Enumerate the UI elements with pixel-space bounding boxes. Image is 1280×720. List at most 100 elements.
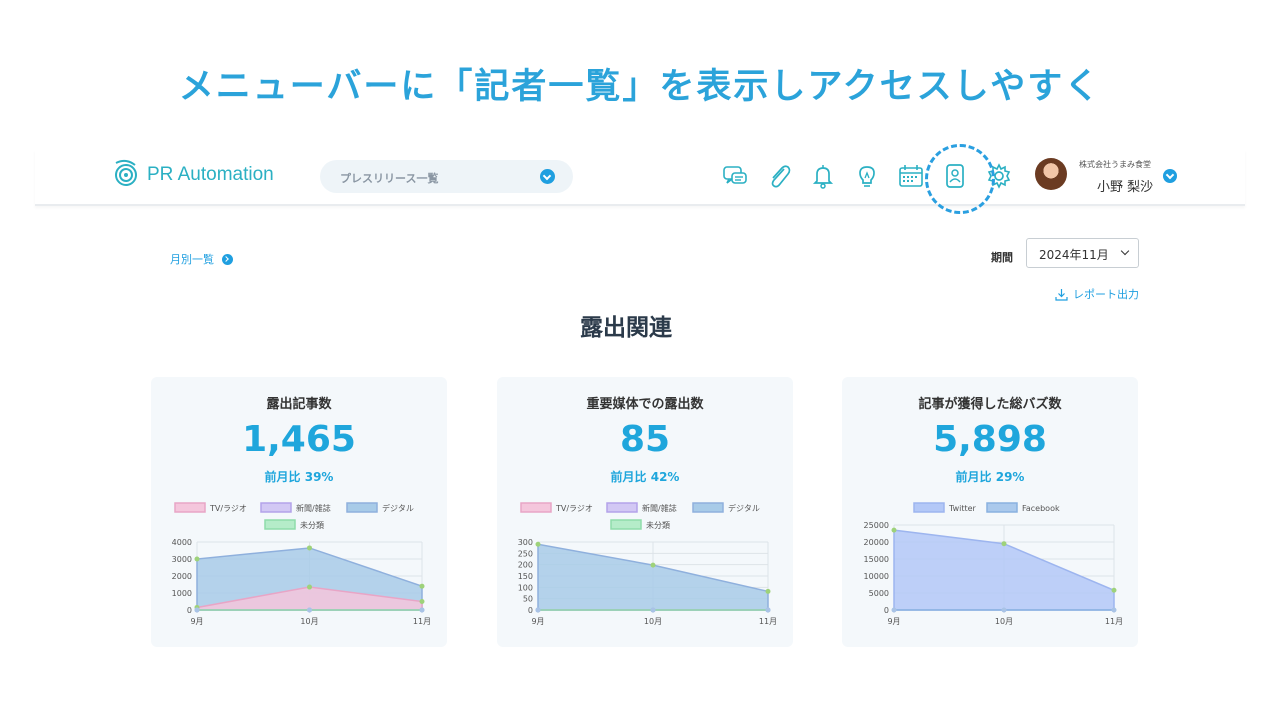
data-point: [1001, 541, 1007, 547]
card-value: 1,465: [242, 419, 356, 460]
exposure-articles-card: 露出記事数 1,465 前月比 39% TV/ラジオ 新聞/雑誌 デジタル未分類 0 1…: [151, 377, 447, 647]
card-value: 85: [619, 419, 671, 460]
y-tick-label: 4000: [172, 538, 192, 547]
legend-label: 新聞/雑誌: [642, 503, 677, 513]
data-point: [194, 607, 200, 613]
headline: メニューバーに「記者一覧」を表示しアクセスしやすく: [178, 67, 1102, 107]
x-tick-label: 11月: [1105, 617, 1123, 626]
period-select[interactable]: 2024年11月: [1026, 238, 1139, 268]
data-point: [765, 607, 771, 613]
top-navigation-bar: PR Automation プレスリリース一覧: [35, 144, 1245, 214]
legend-swatch: [986, 502, 1018, 513]
legend-swatch: [610, 519, 642, 530]
legend-label: Twitter: [948, 504, 977, 513]
legend-label: 未分類: [646, 520, 670, 530]
y-tick-label: 250: [518, 549, 533, 558]
y-tick-label: 150: [518, 572, 533, 581]
legend-swatch: [174, 502, 206, 513]
legend-swatch: [913, 502, 945, 513]
data-point: [1111, 607, 1117, 613]
y-tick-label: 0: [187, 606, 192, 615]
data-point: [419, 599, 425, 604]
avatar[interactable]: [1035, 158, 1067, 190]
y-tick-label: 5000: [869, 589, 889, 598]
data-point: [307, 584, 312, 590]
legend-swatch: [260, 502, 292, 513]
legend-label: デジタル: [382, 503, 414, 513]
x-tick-label: 10月: [995, 617, 1013, 626]
data-point: [535, 607, 541, 613]
chat-icon[interactable]: [720, 161, 750, 191]
data-point: [1001, 607, 1007, 613]
press-release-select[interactable]: プレスリリース一覧: [320, 160, 573, 193]
report-export-label: レポート出力: [1073, 288, 1139, 301]
monthly-list-link[interactable]: 月別一覧: [170, 251, 233, 267]
data-point: [650, 562, 656, 568]
monthly-list-label: 月別一覧: [170, 253, 214, 266]
data-point: [419, 607, 425, 613]
y-tick-label: 300: [518, 538, 533, 547]
logo[interactable]: PR Automation: [113, 158, 274, 192]
legend-label: デジタル: [728, 503, 760, 513]
bell-icon[interactable]: [808, 161, 838, 191]
period-select-value: 2024年11月: [1039, 248, 1109, 262]
section-title: 露出関連: [580, 315, 672, 341]
highlight-circle: [925, 144, 995, 214]
legend-label: TV/ラジオ: [555, 504, 593, 513]
y-tick-label: 2000: [172, 572, 192, 581]
data-point: [535, 541, 541, 547]
chevron-down-icon: [540, 169, 555, 184]
card-title: 露出記事数: [266, 397, 332, 412]
data-point: [307, 545, 312, 551]
data-point: [307, 607, 312, 613]
user-menu-chevron-icon[interactable]: [1163, 169, 1177, 183]
y-tick-label: 50: [523, 595, 533, 604]
data-point: [650, 607, 656, 613]
card-title: 記事が獲得した総バズ数: [918, 397, 1062, 412]
logo-swirl-icon: [115, 159, 137, 186]
legend-label: 未分類: [300, 520, 324, 530]
legend-label: 新聞/雑誌: [296, 503, 331, 513]
card-ratio: 前月比 42%: [610, 470, 680, 484]
legend-label: TV/ラジオ: [209, 504, 247, 513]
card-ratio: 前月比 29%: [955, 470, 1025, 484]
y-tick-label: 3000: [172, 555, 192, 564]
data-point: [419, 583, 425, 589]
card-ratio: 前月比 39%: [264, 470, 334, 484]
x-tick-label: 9月: [887, 617, 900, 626]
x-tick-label: 9月: [190, 617, 203, 626]
important-media-card: 重要媒体での露出数 85 前月比 42% TV/ラジオ 新聞/雑誌 デジタル 未分類 0…: [497, 377, 793, 647]
legend-swatch: [264, 519, 296, 530]
y-tick-label: 100: [518, 583, 533, 592]
data-point: [194, 556, 200, 562]
report-export-link[interactable]: レポート出力: [1055, 286, 1139, 302]
y-tick-label: 1000: [172, 589, 192, 598]
legend-swatch: [520, 502, 552, 513]
y-tick-label: 15000: [864, 555, 889, 564]
y-tick-label: 25000: [864, 521, 889, 530]
logo-text: PR Automation: [147, 164, 274, 185]
calendar-icon[interactable]: [896, 161, 926, 191]
download-icon: [1055, 288, 1068, 301]
legend-label: Facebook: [1022, 504, 1060, 513]
card-value: 5,898: [933, 419, 1047, 460]
legend-swatch: [692, 502, 724, 513]
y-tick-label: 200: [518, 561, 533, 570]
y-tick-label: 20000: [864, 538, 889, 547]
company-name: 株式会社うまみ食堂: [1079, 160, 1151, 169]
period-label: 期間: [991, 251, 1013, 264]
total-buzz-chart: Twitter Facebook 0 5000 10000 15000 20000 25000…: [864, 502, 1123, 626]
x-tick-label: 10月: [300, 617, 318, 626]
data-point: [765, 588, 771, 594]
paperclip-icon[interactable]: [764, 161, 794, 191]
data-point: [891, 527, 897, 533]
card-title: 重要媒体での露出数: [586, 397, 704, 412]
y-tick-label: 10000: [864, 572, 889, 581]
legend-swatch: [606, 502, 638, 513]
user-name: 小野 梨沙: [1097, 180, 1154, 195]
x-tick-label: 11月: [759, 617, 777, 626]
legend-swatch: [346, 502, 378, 513]
lightbulb-icon[interactable]: [852, 161, 882, 191]
